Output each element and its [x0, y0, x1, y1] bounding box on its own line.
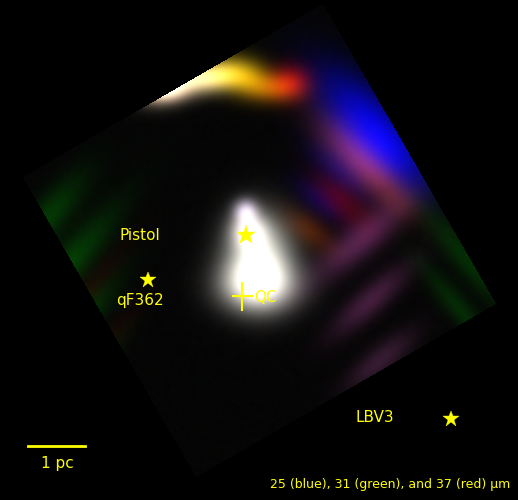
Text: 25 (blue), 31 (green), and 37 (red) μm: 25 (blue), 31 (green), and 37 (red) μm	[270, 478, 510, 491]
Text: QC: QC	[254, 290, 277, 305]
Text: Pistol: Pistol	[120, 228, 161, 242]
Text: qF362: qF362	[116, 292, 164, 308]
Text: 1 pc: 1 pc	[40, 456, 74, 471]
Text: LBV3: LBV3	[355, 410, 394, 425]
